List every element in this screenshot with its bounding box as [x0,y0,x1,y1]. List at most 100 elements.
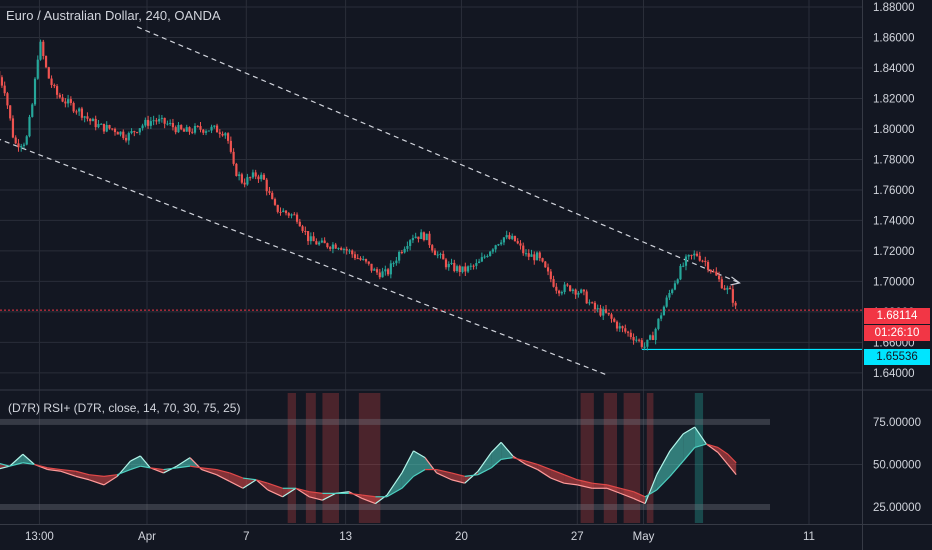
rsi-zone-band [694,393,704,523]
candle-body [61,97,64,102]
rsi-signal-segment [694,443,707,449]
candle-body [466,266,470,272]
candle-body [442,253,445,260]
candle-body [86,116,89,119]
candle-body [632,336,635,341]
candle-body [44,55,48,68]
candle-body [580,289,583,293]
time-axis-label: 27 [571,531,584,543]
candle-body [130,131,133,134]
candle-body [566,284,569,286]
rsi-signal-segment [0,463,10,467]
candle-body [141,125,144,129]
candle-body [734,302,737,306]
candle-body [541,258,544,262]
candle-body [637,339,641,341]
candle-body [596,308,599,310]
price-axis-label: 1.84000 [873,63,915,75]
candle-body [226,133,230,141]
rsi-signal-segment [150,467,164,471]
candle-body [367,261,370,264]
candle-body [262,174,266,180]
candle-body [624,328,627,332]
rsi-line-segment [60,470,77,477]
candle-body [207,130,210,132]
rsi-line-segment [717,452,729,465]
candle-body [591,302,594,304]
candle-body [174,127,177,133]
candle-body [113,128,117,133]
candle-body [89,118,92,122]
candle-body [472,265,475,267]
candle-body [508,235,511,239]
rsi-fill-segment [577,479,593,489]
candle-body [6,93,9,106]
candle-body [651,335,654,340]
rsi-line-segment [9,453,24,467]
candle-body [505,235,508,238]
rsi-line-segment [0,465,10,470]
rsi-fill-segment [451,473,465,484]
support-tag-bg [864,349,930,365]
candle-body [469,265,472,267]
candle-body [97,123,100,128]
candle-body [301,226,304,231]
rsi-fill-segment [683,427,695,462]
rsi-signal-segment [727,453,737,464]
candle-body [276,204,279,212]
candle-body [53,84,56,87]
candle-body [533,254,536,261]
rsi-line-segment [577,484,593,489]
rsi-signal-segment [477,467,492,476]
candle-body [643,346,646,348]
candle-body [444,259,448,268]
candle-body [224,133,227,136]
candle-body [122,131,125,138]
rsi-line-segment [633,497,646,505]
rsi-line-segment [537,469,552,479]
candle-body [306,231,310,242]
candle-body [204,131,208,133]
rsi-signal-segment [386,487,403,498]
candle-body [232,151,235,164]
rsi-zone-band [580,393,594,523]
candle-body [9,105,12,119]
candle-body [152,120,155,122]
candle-body [480,257,483,262]
candle-body [238,174,241,176]
candle-body [199,126,202,130]
candle-body [502,237,506,243]
rsi-signal-segment [256,479,268,484]
candle-body [613,318,616,322]
candle-body [557,290,561,294]
candle-body [687,254,690,257]
rsi-signal-segment [34,463,48,469]
rsi-signal-segment [644,489,658,498]
candle-body [522,245,525,254]
rsi-signal-segment [47,467,62,471]
candle-body [453,262,456,271]
candle-body [304,230,307,232]
candle-body [433,250,437,256]
rsi-signal-segment [537,463,552,471]
candle-body [621,326,624,329]
rsi-line-segment [139,455,151,469]
candle-body [582,289,586,292]
symbol-title: Euro / Australian Dollar, 240, OANDA [6,8,221,23]
candle-body [78,108,81,112]
rsi-line-segment [644,474,658,504]
candle-body [364,259,368,262]
candle-body [417,236,420,240]
candle-body [83,116,86,118]
candle-body [373,269,376,271]
channel-lower-line [0,138,606,375]
rsi-fill-segment [656,450,670,490]
rsi-line-segment [229,480,244,489]
rsi-fill-segment [633,491,646,504]
candle-body [284,210,288,214]
candle-body [193,125,197,133]
candle-body [318,242,321,245]
support-price-tag: 1.65536 [876,351,918,363]
rsi-zone-band [646,393,654,523]
